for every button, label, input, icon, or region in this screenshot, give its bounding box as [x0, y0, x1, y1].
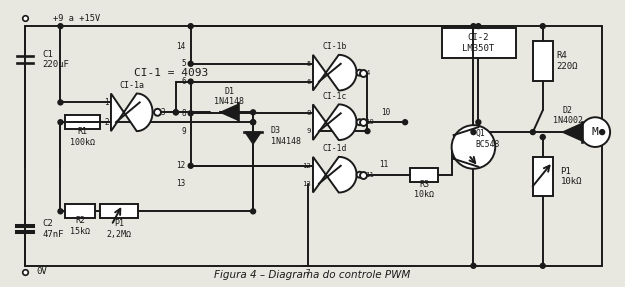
Text: CI-1c: CI-1c [322, 92, 347, 101]
Text: 12: 12 [176, 161, 186, 170]
Text: CI-1d: CI-1d [322, 144, 347, 154]
Circle shape [476, 120, 481, 125]
Text: 12: 12 [302, 163, 311, 169]
Text: P1
10kΩ: P1 10kΩ [561, 167, 582, 186]
Polygon shape [313, 157, 356, 193]
Circle shape [357, 119, 362, 125]
Circle shape [188, 111, 193, 116]
Text: 5: 5 [181, 59, 186, 68]
Polygon shape [313, 104, 356, 140]
Text: 9: 9 [181, 127, 186, 136]
Circle shape [251, 209, 256, 214]
Text: 2: 2 [104, 118, 109, 127]
Circle shape [540, 24, 545, 29]
Text: 13: 13 [176, 179, 186, 188]
Text: 8: 8 [181, 109, 186, 118]
Text: CI-1 = 4093: CI-1 = 4093 [134, 68, 209, 78]
Bar [533, 157, 552, 197]
Text: 1: 1 [104, 98, 109, 107]
Text: D2
1N4002: D2 1N4002 [552, 106, 582, 125]
Circle shape [357, 70, 362, 76]
Text: 10: 10 [366, 119, 374, 125]
Circle shape [58, 209, 63, 214]
Polygon shape [245, 132, 261, 144]
Circle shape [357, 172, 362, 178]
Text: CI-1b: CI-1b [322, 42, 347, 51]
Text: 0V: 0V [37, 267, 48, 276]
Circle shape [188, 163, 193, 168]
Text: 4: 4 [366, 70, 370, 76]
Circle shape [471, 263, 476, 268]
Polygon shape [221, 104, 238, 120]
Text: 9: 9 [307, 128, 311, 134]
Text: 14: 14 [176, 42, 186, 51]
Text: 11: 11 [366, 172, 374, 178]
Text: CI-1a: CI-1a [119, 81, 144, 90]
Text: C1
220μF: C1 220μF [42, 50, 69, 69]
Text: R4
220Ω: R4 220Ω [557, 51, 578, 71]
Text: +9 a +15V: +9 a +15V [52, 14, 100, 23]
Text: 6: 6 [181, 77, 186, 86]
Circle shape [251, 120, 256, 125]
Text: R3
10kΩ: R3 10kΩ [414, 180, 434, 199]
Text: D3
1N4148: D3 1N4148 [271, 126, 301, 146]
Text: 11: 11 [379, 160, 388, 169]
Bar [66, 115, 100, 129]
Text: M: M [592, 127, 599, 137]
Circle shape [173, 110, 178, 115]
Text: 5: 5 [307, 61, 311, 67]
Circle shape [531, 130, 536, 135]
Circle shape [540, 135, 545, 139]
Circle shape [476, 24, 481, 29]
Circle shape [154, 109, 161, 116]
Bar [410, 168, 437, 182]
Text: 7: 7 [306, 269, 311, 278]
Text: 13: 13 [302, 181, 311, 187]
Circle shape [452, 125, 495, 169]
Text: D1
1N4148: D1 1N4148 [214, 87, 244, 106]
Bar [100, 204, 138, 218]
Bar [66, 204, 95, 218]
Circle shape [251, 110, 256, 115]
Polygon shape [111, 94, 152, 131]
Text: P1
2,2MΩ: P1 2,2MΩ [106, 220, 131, 239]
Text: Q1
BC548: Q1 BC548 [476, 129, 500, 149]
Circle shape [365, 129, 370, 133]
Circle shape [471, 24, 476, 29]
Bar [442, 28, 516, 58]
Circle shape [471, 130, 476, 135]
Text: R1
100kΩ: R1 100kΩ [70, 127, 95, 147]
Circle shape [188, 79, 193, 84]
Circle shape [402, 120, 408, 125]
Text: 10: 10 [381, 108, 390, 117]
Text: R2
15kΩ: R2 15kΩ [70, 216, 90, 236]
Circle shape [251, 120, 256, 125]
Circle shape [540, 263, 545, 268]
Text: 3: 3 [161, 108, 165, 117]
Circle shape [581, 117, 610, 147]
Circle shape [58, 120, 63, 125]
Text: 8: 8 [307, 110, 311, 116]
Circle shape [58, 100, 63, 105]
Circle shape [173, 110, 178, 115]
Circle shape [600, 130, 604, 135]
Text: Figura 4 – Diagrama do controle PWM: Figura 4 – Diagrama do controle PWM [214, 270, 410, 280]
Text: C2
47nF: C2 47nF [42, 220, 64, 239]
Bar [533, 41, 552, 81]
Circle shape [58, 24, 63, 29]
Circle shape [188, 24, 193, 29]
Text: CI-2
LM350T: CI-2 LM350T [462, 33, 494, 53]
Polygon shape [562, 123, 582, 141]
Text: 6: 6 [307, 79, 311, 85]
Circle shape [188, 61, 193, 66]
Polygon shape [313, 55, 356, 90]
